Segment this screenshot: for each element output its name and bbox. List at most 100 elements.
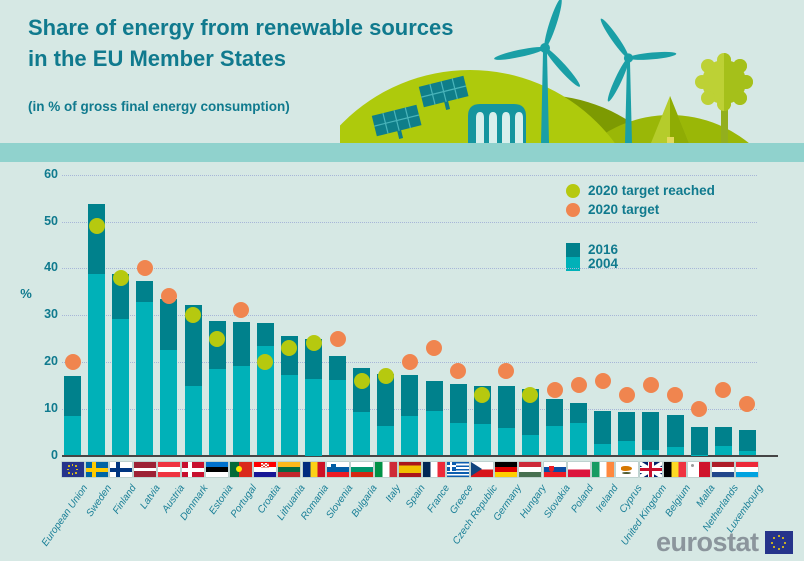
bar-2004-segment	[160, 349, 178, 456]
target-dot-malta	[691, 400, 708, 417]
bar-2004-segment	[64, 415, 81, 456]
country-label: Poland	[569, 483, 597, 515]
page-subtitle: (in % of gross final energy consumption)	[28, 99, 290, 114]
bar-2004-segment	[642, 450, 660, 456]
bar-greece	[449, 384, 467, 456]
legend-label: 2020 target	[588, 202, 660, 217]
target-dot-icon	[566, 202, 580, 217]
flag-detail	[76, 468, 78, 471]
bar-finland	[112, 274, 130, 456]
target-dot-portugal	[233, 302, 250, 319]
legend-label: 2004	[588, 256, 619, 271]
y-tick-label: 10	[44, 400, 58, 415]
bar-lithuania	[280, 335, 298, 456]
target-dot-sweden	[88, 218, 105, 235]
flag-netherlands	[712, 462, 735, 477]
country-label: European Union	[40, 483, 91, 549]
bar-2004-segment	[377, 426, 395, 456]
flag-france	[423, 462, 445, 477]
flag-detail	[622, 471, 632, 474]
gridline	[62, 315, 757, 317]
y-tick-label: 40	[44, 260, 58, 275]
tree-icon	[695, 53, 753, 143]
flag-detail	[330, 464, 336, 470]
flag-belgium	[664, 462, 686, 477]
bar-ireland	[594, 411, 612, 456]
bar-sweden	[88, 203, 106, 456]
bar-2004-segment	[401, 416, 419, 456]
country-label: Ireland	[594, 483, 621, 515]
bar-cyprus	[618, 411, 636, 456]
flag-sweden	[85, 462, 108, 477]
flag-detail	[71, 473, 74, 475]
flag-denmark	[182, 462, 204, 477]
bar-austria	[160, 298, 178, 456]
title-line1: Share of energy from renewable sources	[28, 15, 454, 40]
target-dot-romania	[305, 335, 322, 352]
flag-greece	[447, 462, 470, 477]
flag-detail	[548, 466, 554, 472]
flag-latvia	[133, 462, 156, 477]
target-dot-germany	[498, 363, 515, 380]
target-dot-united-kingdom	[642, 377, 659, 394]
country-label: Spain	[404, 483, 428, 511]
flag-detail	[67, 468, 69, 471]
dam-icon	[468, 104, 526, 143]
flag-germany	[495, 462, 518, 477]
bar-2004-segment	[208, 369, 226, 456]
flag-detail	[621, 466, 633, 471]
flag-ireland	[591, 462, 614, 477]
legend-2004-swatch-icon	[566, 257, 580, 271]
flag-poland	[567, 462, 590, 477]
target-dot-france	[426, 339, 442, 356]
bar-italy	[377, 374, 395, 456]
eurostat-logo-text: eurostat	[656, 527, 759, 557]
water-band	[0, 143, 804, 162]
y-tick-label: 20	[44, 353, 58, 368]
flag-czech-republic	[471, 462, 494, 477]
renewable-energy-illustration	[340, 0, 753, 143]
bar-2004-segment	[473, 423, 491, 456]
flag-detail	[68, 465, 71, 468]
flag-portugal	[230, 462, 253, 477]
country-label: Latvia	[138, 483, 163, 512]
bar-bulgaria	[353, 367, 371, 456]
flag-detail	[771, 541, 774, 544]
legend-label: 2016	[588, 242, 619, 257]
target-dot-belgium	[667, 386, 683, 403]
flag-austria	[157, 462, 180, 477]
legend-item-years: 2016 2004	[566, 243, 715, 271]
country-label: Finland	[110, 483, 139, 517]
flag-european-union	[61, 462, 84, 477]
bar-france	[425, 380, 443, 456]
bar-2004-segment	[570, 423, 588, 456]
bar-belgium	[666, 414, 684, 456]
flag-detail	[68, 471, 71, 474]
flag-detail	[471, 462, 483, 476]
flag-detail	[261, 463, 270, 468]
target-dot-cyprus	[618, 386, 635, 403]
bar-2004-segment	[497, 428, 515, 456]
flag-spain	[398, 462, 421, 477]
flag-detail	[691, 464, 695, 467]
bar-hungary	[521, 389, 539, 456]
target-dot-netherlands	[715, 381, 732, 398]
target-dot-czech-republic	[474, 386, 491, 403]
bar-2004-segment	[546, 425, 563, 456]
flag-detail	[85, 467, 108, 472]
target-dot-estonia	[209, 330, 226, 347]
bar-2004-segment	[112, 318, 130, 456]
legend-2016-swatch-icon	[566, 243, 580, 257]
flag-detail	[182, 467, 204, 472]
flag-malta	[688, 462, 711, 477]
country-label: Malta	[694, 483, 718, 510]
target-dot-bulgaria	[353, 372, 370, 389]
flag-detail	[777, 535, 780, 537]
solar-panel-icon	[371, 75, 469, 139]
bar-latvia	[136, 281, 154, 456]
bar-european-union	[64, 375, 81, 456]
flag-lithuania	[278, 462, 301, 477]
flag-detail	[639, 468, 662, 471]
flag-detail	[784, 541, 787, 544]
